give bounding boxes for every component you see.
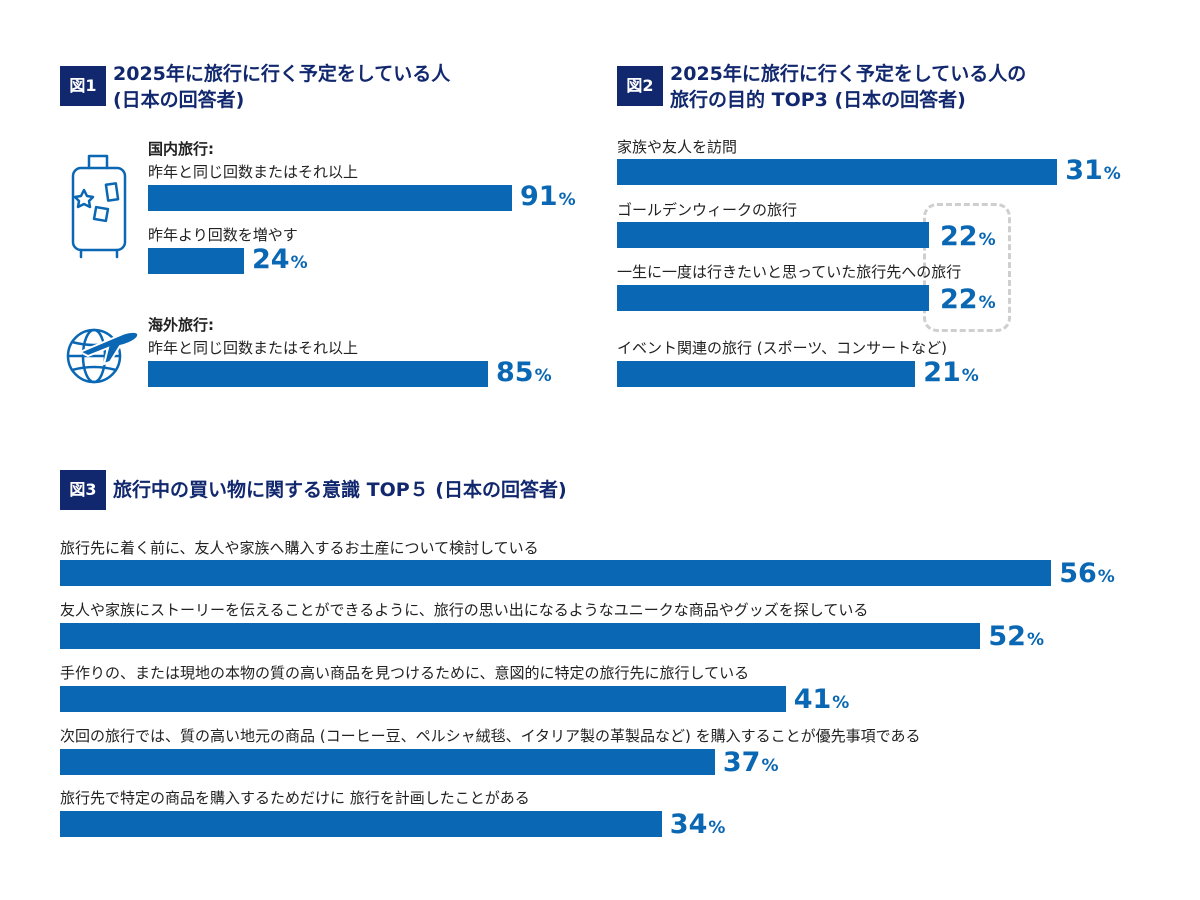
domestic-header: 国内旅行:	[148, 140, 214, 158]
data-label: 91%	[520, 182, 576, 215]
bar	[60, 749, 715, 775]
bar-label: 昨年より回数を増やす	[148, 226, 298, 244]
value-number: 52	[988, 621, 1026, 652]
bar	[60, 811, 662, 837]
data-label: 85%	[496, 358, 552, 391]
percent-unit: %	[1103, 164, 1121, 184]
value-number: 56	[1059, 558, 1097, 589]
value-number: 21	[923, 357, 961, 388]
value-number: 85	[496, 357, 534, 388]
value-number: 37	[722, 747, 761, 778]
data-label: 37%	[723, 748, 779, 781]
value-number: 22	[940, 284, 978, 315]
percent-unit: %	[290, 253, 308, 273]
value-number: 41	[793, 684, 832, 715]
bar	[148, 185, 512, 211]
bar-label: 手作りの、または現地の本物の質の高い商品を見つけるために、意図的に特定の旅行先に…	[60, 664, 750, 682]
highlight-dashed-box	[923, 203, 1011, 332]
data-label: 22%	[940, 222, 996, 255]
percent-unit: %	[761, 756, 779, 776]
figure-tag: 図1	[60, 66, 106, 106]
value-number: 91	[520, 181, 558, 212]
panel-title: 2025年に旅行に行く予定をしている人	[113, 63, 451, 85]
bar	[617, 285, 930, 311]
data-label: 21%	[923, 358, 979, 391]
bar-label: 友人や家族にストーリーを伝えることができるように、旅行の思い出になるようなユニー…	[60, 601, 869, 619]
percent-unit: %	[961, 366, 979, 386]
bar-label: イベント関連の旅行 (スポーツ、コンサートなど)	[617, 339, 947, 357]
bar	[60, 560, 1052, 586]
bar-label: 昨年と同じ回数またはそれ以上	[148, 339, 359, 357]
percent-unit: %	[558, 190, 576, 210]
bar-label: 一生に一度は行きたいと思っていた旅行先への旅行	[617, 263, 962, 281]
percent-unit: %	[708, 818, 726, 838]
panel-title: 2025年に旅行に行く予定をしている人の	[670, 63, 1027, 85]
percent-unit: %	[978, 293, 996, 313]
data-label: 56%	[1059, 559, 1115, 592]
data-label: 22%	[940, 285, 996, 318]
overseas-header: 海外旅行:	[148, 316, 214, 334]
bar	[617, 159, 1058, 185]
bar-label: 旅行先で特定の商品を購入するためだけに 旅行を計画したことがある	[60, 789, 530, 807]
data-label: 52%	[988, 622, 1044, 655]
percent-unit: %	[1026, 630, 1045, 650]
percent-unit: %	[832, 693, 850, 713]
percent-unit: %	[978, 230, 996, 250]
bar-label: ゴールデンウィークの旅行	[617, 201, 798, 219]
bar-label: 家族や友人を訪問	[617, 138, 738, 156]
bar	[148, 248, 244, 274]
panel-subtitle: (日本の回答者)	[113, 89, 245, 111]
globe-airplane-icon	[66, 328, 140, 384]
value-number: 31	[1065, 155, 1103, 186]
bar	[617, 222, 930, 248]
value-number: 22	[940, 221, 978, 252]
percent-unit: %	[534, 366, 552, 386]
value-number: 24	[252, 244, 290, 275]
figure-tag: 図3	[60, 470, 106, 510]
bar	[60, 686, 786, 712]
figure-tag: 図2	[617, 66, 663, 106]
bar	[617, 361, 916, 387]
bar-label: 昨年と同じ回数またはそれ以上	[148, 163, 359, 181]
panel-title: 旅行中の買い物に関する意識 TOP５ (日本の回答者)	[113, 479, 567, 501]
bar	[148, 361, 488, 387]
data-label: 24%	[252, 245, 308, 278]
data-label: 31%	[1065, 156, 1121, 189]
panel-subtitle: 旅行の目的 TOP3 (日本の回答者)	[670, 89, 966, 111]
data-label: 34%	[670, 810, 726, 843]
bar	[60, 623, 981, 649]
bar-label: 次回の旅行では、質の高い地元の商品 (コーヒー豆、ペルシャ絨毯、イタリア製の革製…	[60, 727, 921, 745]
percent-unit: %	[1097, 567, 1115, 587]
suitcase-icon	[71, 154, 127, 259]
data-label: 41%	[794, 685, 850, 718]
bar-label: 旅行先に着く前に、友人や家族へ購入するお土産について検討している	[60, 539, 539, 557]
value-number: 34	[669, 809, 708, 840]
